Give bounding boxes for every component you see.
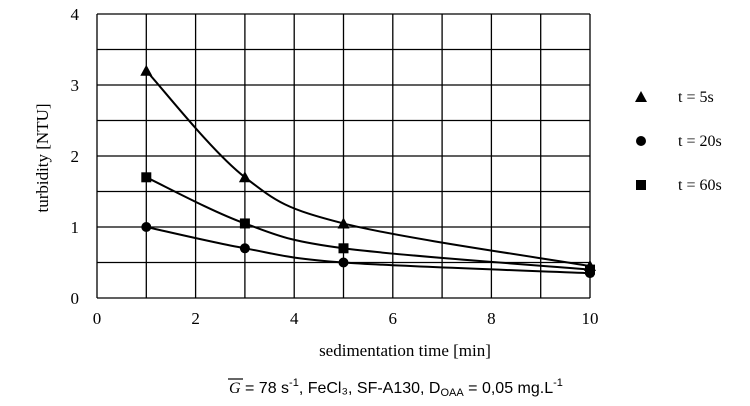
caption-sup-c: -1 [553,377,563,389]
x-tick-label: 2 [191,309,200,328]
data-point-circle [338,257,349,268]
y-tick-label: 4 [71,5,80,24]
series-line-2 [145,176,591,271]
caption-text: = 78 s-1, FeCl₃, SF-A130, DOAA = 0,05 mg… [245,377,563,399]
data-point-triangle [337,217,350,229]
data-point-square [585,264,595,275]
data-point-triangle [140,64,153,76]
caption-sub-b: OAA [440,387,464,399]
legend-label: t = 20s [678,133,722,150]
legend-label: t = 60s [678,177,722,194]
series-line-0 [145,70,591,268]
data-point-square [239,218,250,229]
data-point-triangle [238,171,251,183]
caption-part-b: , FeCl₃, SF-A130, D [299,380,441,397]
curves [145,70,591,275]
y-tick-label: 1 [71,218,80,237]
y-axis-label: turbidity [NTU] [33,103,52,212]
legend: t = 5s t = 20s t = 60s [635,89,722,194]
y-tick-label: 0 [71,289,80,308]
x-tick-label: 10 [582,309,599,328]
x-tick-label: 6 [389,309,398,328]
legend-label: t = 5s [678,89,714,106]
y-tick-label: 2 [71,147,80,166]
caption-part-c: = 0,05 mg.L [464,380,553,397]
legend-marker-triangle [635,91,647,102]
caption-part-a: = 78 s [245,380,289,397]
x-tick-label: 8 [487,309,496,328]
x-axis-ticks: 0 2 4 6 8 10 [93,309,599,328]
caption-sup-a: -1 [289,377,299,389]
y-axis-ticks: 0 1 2 3 4 [71,5,80,308]
markers [140,64,596,279]
data-point-square [141,172,152,183]
series-line-1 [146,226,591,275]
legend-marker-square [636,180,646,190]
y-tick-label: 3 [71,76,80,95]
data-point-circle [239,243,250,254]
data-point-circle [141,222,152,232]
data-point-square [338,243,349,254]
x-axis-label: sedimentation time [min] [319,341,491,360]
caption-g-symbol: G [229,380,241,397]
caption: G = 78 s-1, FeCl₃, SF-A130, DOAA = 0,05 … [228,377,563,399]
legend-marker-circle [636,136,646,146]
x-tick-label: 0 [93,309,102,328]
x-tick-label: 4 [290,309,299,328]
